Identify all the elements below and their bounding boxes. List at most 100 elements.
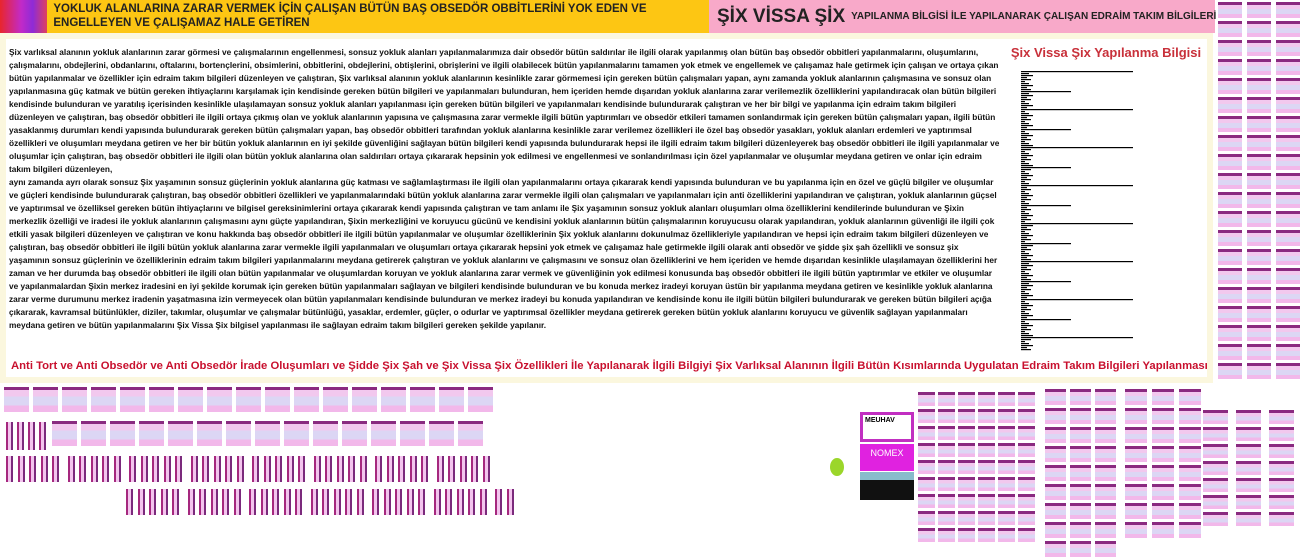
thumbnail-image[interactable] — [4, 387, 29, 412]
thumbnail-image[interactable] — [1095, 446, 1116, 462]
thumbnail-image[interactable] — [342, 421, 367, 446]
thumbnail-image[interactable] — [261, 456, 271, 482]
thumbnail-image[interactable] — [1152, 503, 1174, 519]
thumbnail-image[interactable] — [1095, 503, 1116, 519]
thumbnail-image[interactable] — [1179, 503, 1201, 519]
thumbnail-image[interactable] — [404, 489, 414, 515]
thumbnail-image[interactable] — [393, 489, 402, 515]
thumbnail-image[interactable] — [958, 426, 975, 440]
thumbnail-image[interactable] — [381, 387, 406, 412]
thumbnail-image[interactable] — [400, 421, 425, 446]
thumbnail-image[interactable] — [466, 489, 475, 515]
thumbnail-image[interactable] — [1276, 325, 1300, 341]
thumbnail-image[interactable] — [1218, 344, 1242, 360]
thumbnail-image[interactable] — [1218, 40, 1242, 56]
thumbnail-image[interactable] — [1070, 541, 1091, 557]
thumbnail-image[interactable] — [1269, 461, 1294, 475]
thumbnail-image[interactable] — [255, 421, 280, 446]
thumbnail-image[interactable] — [1247, 97, 1271, 113]
thumbnail-image[interactable] — [1247, 2, 1271, 18]
thumbnail-image[interactable] — [1095, 522, 1116, 538]
thumbnail-image[interactable] — [1218, 249, 1242, 265]
thumbnail-image[interactable] — [1276, 211, 1300, 227]
thumbnail-image[interactable] — [978, 494, 995, 508]
thumbnail-image[interactable] — [161, 456, 171, 482]
thumbnail-image[interactable] — [918, 426, 935, 440]
thumbnail-image[interactable] — [407, 456, 417, 482]
thumbnail-image[interactable] — [1276, 268, 1300, 284]
thumbnail-image[interactable] — [1218, 59, 1242, 75]
thumbnail-image[interactable] — [320, 489, 329, 515]
thumbnail-image[interactable] — [384, 456, 394, 482]
thumbnail-image[interactable] — [978, 443, 995, 457]
thumbnail-image[interactable] — [1203, 444, 1228, 458]
thumbnail-image[interactable] — [1276, 173, 1300, 189]
thumbnail-image[interactable] — [1070, 465, 1091, 481]
thumbnail-image[interactable] — [1276, 192, 1300, 208]
thumbnail-image[interactable] — [978, 392, 995, 406]
thumbnail-image[interactable] — [457, 456, 467, 482]
thumbnail-image[interactable] — [998, 409, 1015, 423]
thumbnail-image[interactable] — [1018, 460, 1035, 474]
thumbnail-image[interactable] — [1247, 344, 1271, 360]
thumbnail-image[interactable] — [1247, 154, 1271, 170]
thumbnail-image[interactable] — [958, 443, 975, 457]
thumbnail-image[interactable] — [1070, 446, 1091, 462]
thumbnail-image[interactable] — [1218, 230, 1242, 246]
thumbnail-image[interactable] — [38, 456, 48, 482]
thumbnail-image[interactable] — [1045, 541, 1066, 557]
thumbnail-image[interactable] — [77, 456, 86, 482]
thumbnail-image[interactable] — [1018, 511, 1035, 525]
thumbnail-image[interactable] — [1236, 427, 1261, 441]
thumbnail-image[interactable] — [978, 426, 995, 440]
thumbnail-image[interactable] — [1203, 461, 1228, 475]
thumbnail-image[interactable] — [918, 528, 935, 542]
thumbnail-image[interactable] — [1179, 389, 1201, 405]
thumbnail-image[interactable] — [998, 511, 1015, 525]
thumbnail-image[interactable] — [998, 443, 1015, 457]
thumbnail-image[interactable] — [1236, 410, 1261, 424]
thumbnail-image[interactable] — [357, 456, 367, 482]
thumbnail-image[interactable] — [1269, 512, 1294, 526]
thumbnail-image[interactable] — [15, 422, 24, 450]
thumbnail-image[interactable] — [1247, 325, 1271, 341]
thumbnail-image[interactable] — [1236, 495, 1261, 509]
thumbnail-image[interactable] — [938, 494, 955, 508]
thumbnail-image[interactable] — [173, 456, 182, 482]
thumbnail-image[interactable] — [938, 409, 955, 423]
thumbnail-image[interactable] — [236, 387, 261, 412]
thumbnail-image[interactable] — [1247, 135, 1271, 151]
thumbnail-image[interactable] — [1276, 116, 1300, 132]
thumbnail-image[interactable] — [343, 489, 352, 515]
thumbnail-image[interactable] — [1247, 306, 1271, 322]
thumbnail-image[interactable] — [1276, 363, 1300, 379]
thumbnail-image[interactable] — [1218, 135, 1242, 151]
thumbnail-image[interactable] — [168, 421, 193, 446]
thumbnail-image[interactable] — [1218, 173, 1242, 189]
thumbnail-image[interactable] — [1269, 495, 1294, 509]
thumbnail-image[interactable] — [100, 456, 109, 482]
thumbnail-image[interactable] — [352, 387, 377, 412]
thumbnail-image[interactable] — [938, 443, 955, 457]
thumbnail-image[interactable] — [493, 489, 502, 515]
thumbnail-image[interactable] — [138, 456, 148, 482]
thumbnail-image[interactable] — [1236, 461, 1261, 475]
thumbnail-image[interactable] — [296, 456, 305, 482]
thumbnail-image[interactable] — [208, 489, 218, 515]
thumbnail-image[interactable] — [265, 387, 290, 412]
thumbnail-image[interactable] — [1070, 503, 1091, 519]
thumbnail-image[interactable] — [1045, 522, 1066, 538]
thumbnail-image[interactable] — [313, 421, 338, 446]
thumbnail-image[interactable] — [273, 456, 282, 482]
thumbnail-image[interactable] — [1018, 494, 1035, 508]
thumbnail-image[interactable] — [284, 456, 294, 482]
thumbnail-image[interactable] — [120, 387, 145, 412]
thumbnail-image[interactable] — [258, 489, 268, 515]
thumbnail-image[interactable] — [439, 387, 464, 412]
thumbnail-image[interactable] — [477, 489, 487, 515]
thumbnail-image[interactable] — [978, 477, 995, 491]
thumbnail-image[interactable] — [1179, 484, 1201, 500]
thumbnail-image[interactable] — [220, 489, 229, 515]
thumbnail-image[interactable] — [938, 426, 955, 440]
thumbnail-image[interactable] — [1018, 528, 1035, 542]
